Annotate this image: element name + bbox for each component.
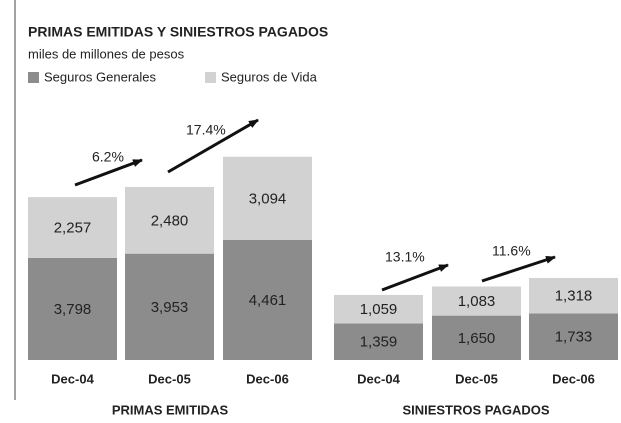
bar-segment xyxy=(529,313,618,360)
growth-arrow xyxy=(481,255,556,283)
bar-segment xyxy=(28,197,117,258)
bar-segment xyxy=(125,186,214,254)
annotation: 6.2% xyxy=(92,149,124,165)
bar-segment xyxy=(223,239,312,360)
value-label: 1,318 xyxy=(555,288,593,305)
value-label: 4,461 xyxy=(249,292,287,309)
chart-title: PRIMAS EMITIDAS Y SINIESTROS PAGADOS xyxy=(28,24,328,40)
bar-segment xyxy=(28,257,117,360)
bar-segment xyxy=(432,315,521,360)
x-tick-label: Dec-04 xyxy=(51,371,94,386)
value-label: 2,480 xyxy=(151,212,189,229)
x-tick-label: Dec-05 xyxy=(455,371,498,386)
annotation: 17.4% xyxy=(186,122,226,138)
bar-segment xyxy=(334,294,423,324)
chart-subtitle: miles de millones de pesos xyxy=(28,46,185,61)
value-label: 2,257 xyxy=(54,219,92,236)
x-axis-label: SINIESTROS PAGADOS xyxy=(402,402,549,417)
annotation: 13.1% xyxy=(385,249,425,265)
value-label: 3,094 xyxy=(249,190,287,207)
bar-segment xyxy=(529,277,618,314)
annotation: 11.6% xyxy=(492,243,531,259)
x-tick-label: Dec-05 xyxy=(148,371,191,386)
growth-arrow xyxy=(381,263,449,292)
bar-segment xyxy=(125,253,214,360)
x-axis-label: PRIMAS EMITIDAS xyxy=(112,402,229,417)
value-label: 1,359 xyxy=(360,334,398,351)
value-label: 1,059 xyxy=(360,301,398,318)
value-label: 1,733 xyxy=(555,329,593,346)
legend-label: Seguros Generales xyxy=(44,69,157,84)
value-label: 3,798 xyxy=(54,301,92,318)
growth-arrow xyxy=(167,118,259,174)
legend-swatch xyxy=(205,72,216,83)
x-tick-label: Dec-04 xyxy=(357,371,400,386)
value-label: 1,650 xyxy=(458,330,496,347)
bar-segment xyxy=(223,156,312,240)
x-tick-label: Dec-06 xyxy=(246,371,289,386)
bar-segment xyxy=(334,323,423,360)
growth-arrow xyxy=(74,158,143,187)
legend-label: Seguros de Vida xyxy=(221,69,318,84)
x-tick-label: Dec-06 xyxy=(552,371,595,386)
bar-segment xyxy=(432,286,521,316)
legend-swatch xyxy=(28,72,39,83)
value-label: 3,953 xyxy=(151,299,189,316)
value-label: 1,083 xyxy=(458,293,496,310)
